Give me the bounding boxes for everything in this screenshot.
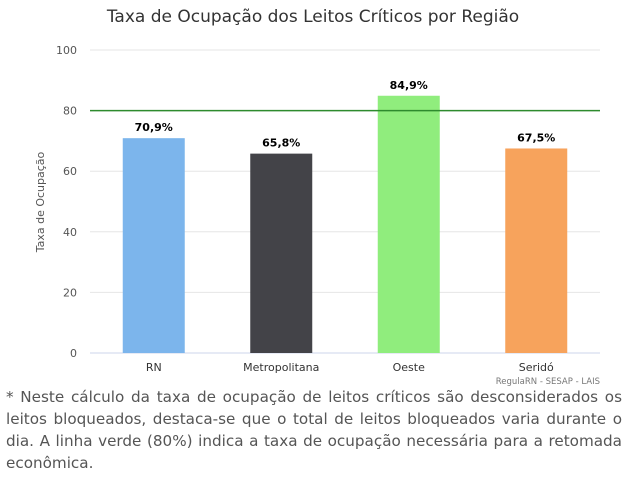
data-label: 70,9% [135,121,173,134]
bar-metropolitana [250,153,313,353]
y-tick-label: 60 [63,165,77,178]
footnote: * Neste cálculo da taxa de ocupação de l… [6,388,622,472]
data-labels: 70,9% 65,8% 84,9% 67,5% [135,79,556,150]
y-tick-label: 100 [56,44,77,57]
x-tick-label: Seridó [519,361,554,374]
bars [122,95,568,354]
data-label: 65,8% [262,137,300,150]
y-tick-label: 20 [63,286,77,299]
y-tick-label: 40 [63,226,77,239]
chart-credits: RegulaRN - SESAP - LAIS [496,377,600,387]
bar-rn [122,138,185,353]
y-tick-label: 0 [70,347,77,360]
data-label: 67,5% [517,131,555,144]
chart: Taxa de Ocupação dos Leitos Críticos por… [34,7,600,387]
data-label: 84,9% [390,79,428,92]
y-tick-label: 80 [63,105,77,118]
x-tick-label: Metropolitana [243,361,319,374]
bar-oeste [377,95,440,354]
y-axis-label: Taxa de Ocupação [34,151,47,253]
y-axis-ticks: 0 20 40 60 80 100 [56,44,77,360]
x-axis-ticks: RN Metropolitana Oeste Seridó [146,361,554,374]
chart-title: Taxa de Ocupação dos Leitos Críticos por… [106,7,519,27]
bar-seridó [505,148,568,353]
x-tick-label: Oeste [393,361,425,374]
x-tick-label: RN [146,361,162,374]
bar-chart: Taxa de Ocupação dos Leitos Críticos por… [34,7,600,387]
